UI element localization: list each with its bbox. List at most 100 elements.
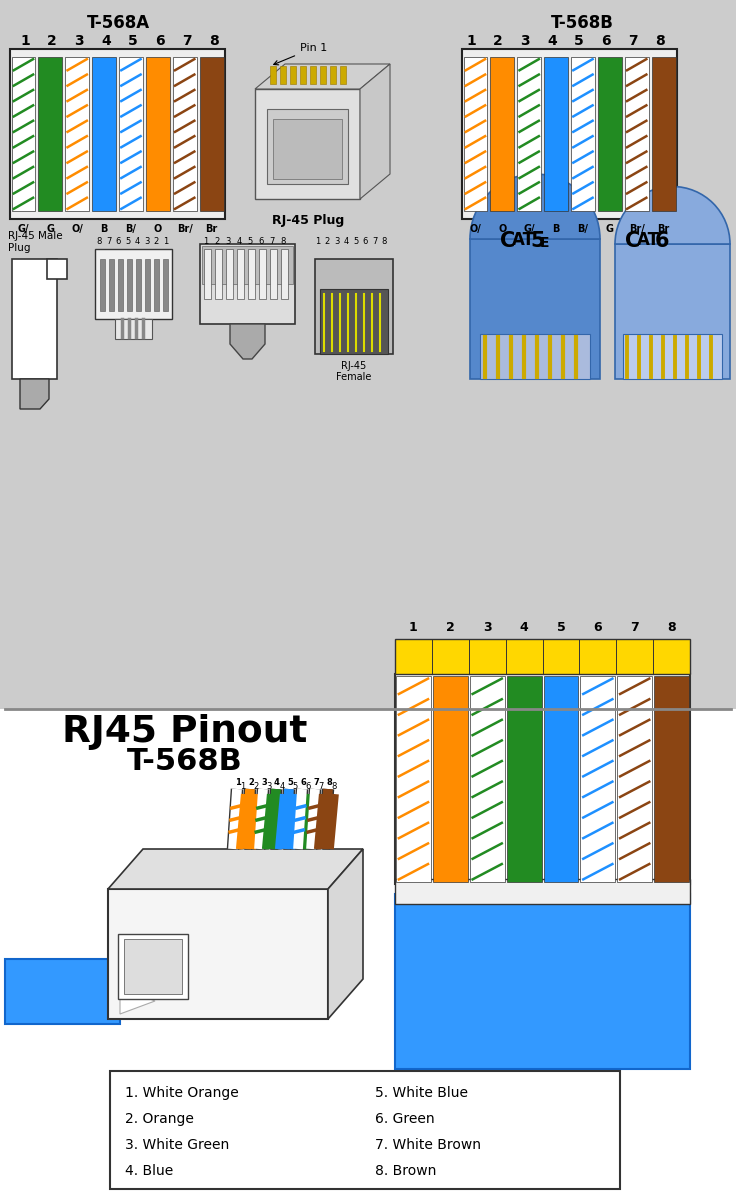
Bar bbox=[517, 58, 541, 211]
Polygon shape bbox=[255, 64, 390, 89]
Text: 5: 5 bbox=[292, 782, 297, 791]
Polygon shape bbox=[328, 849, 363, 1019]
Text: 5: 5 bbox=[287, 778, 293, 787]
Bar bbox=[290, 66, 296, 84]
Text: T-568B: T-568B bbox=[551, 14, 613, 32]
Bar bbox=[115, 319, 152, 339]
Text: AT: AT bbox=[637, 231, 660, 249]
Text: 2: 2 bbox=[153, 237, 159, 246]
Bar bbox=[109, 259, 114, 311]
Text: 7: 7 bbox=[318, 782, 324, 791]
Text: 2: 2 bbox=[446, 621, 455, 634]
Text: 7: 7 bbox=[629, 34, 638, 48]
Polygon shape bbox=[108, 849, 363, 888]
Text: C: C bbox=[625, 231, 640, 251]
Text: 4. Blue: 4. Blue bbox=[125, 1164, 173, 1177]
Text: 5: 5 bbox=[574, 34, 584, 48]
Text: 8: 8 bbox=[331, 782, 336, 791]
Bar bbox=[470, 676, 505, 882]
Bar bbox=[330, 66, 336, 84]
Text: 2: 2 bbox=[325, 237, 330, 246]
Bar bbox=[118, 934, 188, 999]
Text: Br/: Br/ bbox=[177, 224, 193, 234]
Text: 3: 3 bbox=[483, 621, 492, 634]
Text: 3: 3 bbox=[520, 34, 530, 48]
Text: 2: 2 bbox=[214, 237, 219, 246]
Bar bbox=[470, 239, 600, 379]
Text: B: B bbox=[100, 224, 107, 234]
Text: 5: 5 bbox=[556, 621, 565, 634]
Bar bbox=[38, 58, 63, 211]
Bar bbox=[462, 49, 677, 219]
Bar bbox=[395, 879, 690, 904]
Polygon shape bbox=[360, 64, 390, 199]
Bar bbox=[544, 58, 568, 211]
Bar bbox=[0, 709, 736, 1199]
Text: 8: 8 bbox=[96, 237, 102, 246]
Text: B/: B/ bbox=[578, 224, 588, 234]
Bar bbox=[480, 335, 590, 379]
Text: 3: 3 bbox=[334, 237, 340, 246]
Text: E: E bbox=[540, 236, 550, 251]
Text: 4: 4 bbox=[547, 34, 557, 48]
Text: O: O bbox=[498, 224, 506, 234]
Text: 7: 7 bbox=[313, 778, 319, 787]
Bar bbox=[118, 259, 123, 311]
Bar bbox=[267, 109, 348, 183]
Text: 2: 2 bbox=[248, 778, 254, 787]
Bar bbox=[581, 676, 615, 882]
Text: 1: 1 bbox=[163, 237, 168, 246]
Text: B: B bbox=[553, 224, 560, 234]
Text: 1: 1 bbox=[466, 34, 476, 48]
Bar bbox=[110, 1071, 620, 1189]
Bar bbox=[47, 259, 67, 279]
Text: G/: G/ bbox=[18, 224, 29, 234]
Bar bbox=[651, 58, 676, 211]
Text: 8: 8 bbox=[326, 778, 332, 787]
Bar bbox=[173, 58, 197, 211]
Bar bbox=[433, 676, 468, 882]
Text: 3: 3 bbox=[225, 237, 230, 246]
Text: 5: 5 bbox=[247, 237, 252, 246]
Text: Br/: Br/ bbox=[629, 224, 645, 234]
Text: O/: O/ bbox=[470, 224, 481, 234]
Bar bbox=[320, 66, 326, 84]
Bar bbox=[281, 249, 288, 299]
Text: 3. White Green: 3. White Green bbox=[125, 1138, 229, 1152]
Text: 1: 1 bbox=[409, 621, 418, 634]
Text: 6: 6 bbox=[300, 778, 306, 787]
Text: O: O bbox=[154, 224, 162, 234]
Bar bbox=[654, 676, 689, 882]
Bar bbox=[571, 58, 595, 211]
Text: T-568B: T-568B bbox=[127, 747, 243, 776]
Text: 3: 3 bbox=[144, 237, 149, 246]
Text: 3: 3 bbox=[261, 778, 267, 787]
Text: 1. White Orange: 1. White Orange bbox=[125, 1086, 238, 1099]
Wedge shape bbox=[470, 174, 600, 239]
Bar bbox=[340, 66, 346, 84]
Text: 6: 6 bbox=[593, 621, 602, 634]
Text: 6: 6 bbox=[116, 237, 121, 246]
Text: 6: 6 bbox=[363, 237, 368, 246]
Text: 6: 6 bbox=[155, 34, 165, 48]
Text: 8: 8 bbox=[382, 237, 387, 246]
Text: 5: 5 bbox=[353, 237, 358, 246]
Text: Pin 1: Pin 1 bbox=[274, 43, 328, 65]
Bar bbox=[200, 245, 295, 324]
Text: 7: 7 bbox=[269, 237, 275, 246]
Bar bbox=[310, 66, 316, 84]
Text: 4: 4 bbox=[236, 237, 241, 246]
Text: 4: 4 bbox=[520, 621, 528, 634]
Bar bbox=[215, 249, 222, 299]
Text: 2: 2 bbox=[47, 34, 57, 48]
Bar bbox=[154, 259, 159, 311]
Bar bbox=[273, 119, 342, 179]
Bar bbox=[490, 58, 514, 211]
Bar bbox=[396, 676, 431, 882]
Bar bbox=[163, 259, 168, 311]
Bar bbox=[199, 58, 224, 211]
Bar bbox=[300, 66, 306, 84]
Text: Br: Br bbox=[657, 224, 670, 234]
Text: 6: 6 bbox=[655, 231, 670, 251]
Bar bbox=[0, 0, 736, 709]
